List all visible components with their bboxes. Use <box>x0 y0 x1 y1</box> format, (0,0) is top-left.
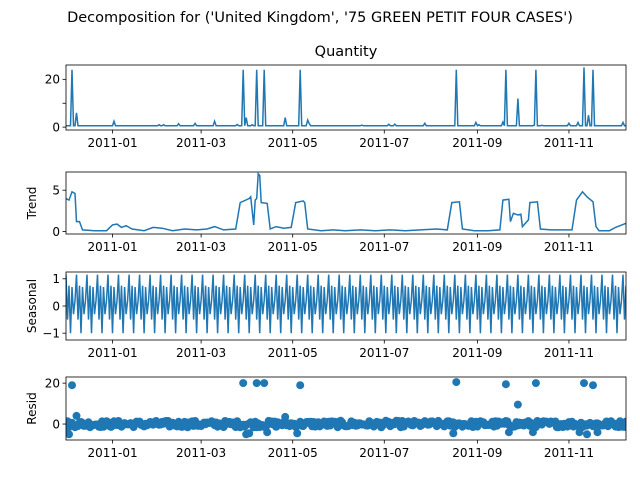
y-tick-label: 20 <box>45 376 60 390</box>
x-tick-label: 2011-01 <box>87 446 137 460</box>
y-tick-label: 0 <box>52 225 60 239</box>
panel-seasonal: −1 0 1 Seasonal 2011-01 2011-03 2011-05 2011-07… <box>25 271 627 360</box>
plot-area <box>66 378 626 439</box>
panel-title: Quantity <box>315 44 378 60</box>
x-tick-label: 2011-07 <box>359 346 409 360</box>
resid-point <box>622 417 626 426</box>
x-tick-label: 2011-07 <box>359 136 409 150</box>
resid-point <box>449 429 458 438</box>
x-tick-label: 2011-03 <box>176 136 226 150</box>
y-tick-label: 0 <box>52 299 60 313</box>
x-tick-label: 2011-11 <box>544 346 594 360</box>
x-tick-label: 2011-11 <box>544 446 594 460</box>
resid-point <box>589 381 597 390</box>
plot-area <box>66 67 626 127</box>
x-tick-label: 2011-01 <box>87 346 137 360</box>
x-tick-label: 2011-03 <box>176 240 226 254</box>
resid-point <box>263 428 272 437</box>
resid-point <box>66 430 73 439</box>
x-tick-label: 2011-05 <box>268 446 318 460</box>
x-tick-label: 2011-09 <box>452 240 502 254</box>
x-tick-label: 2011-07 <box>359 446 409 460</box>
x-tick-label: 2011-03 <box>176 346 226 360</box>
axes-frame <box>65 64 627 131</box>
x-tick-label: 2011-05 <box>268 240 318 254</box>
y-tick-label: 0 <box>52 120 60 134</box>
x-tick-label: 2011-01 <box>87 240 137 254</box>
y-axis-label: Resid <box>25 392 39 424</box>
x-tick-label: 2011-07 <box>359 240 409 254</box>
resid-point <box>260 379 269 388</box>
panel-resid: 0 20 Resid 2011-01 2011-03 2011-05 2011-07 2011… <box>25 376 627 460</box>
resid-point <box>513 400 522 409</box>
resid-point <box>580 379 588 388</box>
resid-point <box>68 381 76 390</box>
figure-suptitle: Decomposition for ('United Kingdom', '75… <box>67 10 573 26</box>
resid-point <box>528 428 537 437</box>
y-tick-label: 1 <box>52 272 60 286</box>
resid-point <box>72 411 81 420</box>
resid-point <box>583 430 591 439</box>
panel-trend: 0 5 Trend 2011-01 2011-03 2011-05 2011-07 2011-… <box>25 171 627 254</box>
resid-point <box>501 380 510 389</box>
x-tick-label: 2011-11 <box>544 240 594 254</box>
resid-point <box>296 381 305 390</box>
panel-observed: Quantity 0 20 2011-01 2011-03 2011-05 2011-07 2… <box>45 44 627 150</box>
plot-area <box>66 172 626 232</box>
axes-frame <box>65 376 627 441</box>
axes-frame <box>65 171 627 235</box>
resid-point <box>281 412 290 421</box>
x-tick-label: 2011-05 <box>268 136 318 150</box>
y-tick-label: −1 <box>42 327 60 341</box>
x-tick-label: 2011-09 <box>452 346 502 360</box>
resid-point <box>593 428 602 437</box>
resid-point <box>575 428 584 437</box>
plot-area <box>66 274 626 334</box>
y-axis-label: Trend <box>25 187 39 221</box>
y-tick-label: 0 <box>52 417 60 431</box>
resid-point <box>504 428 513 437</box>
x-tick-label: 2011-09 <box>452 446 502 460</box>
panels-group: Quantity 0 20 2011-01 2011-03 2011-05 2011-07 2… <box>25 44 627 460</box>
resid-point <box>252 379 261 388</box>
y-tick-label: 5 <box>52 183 60 197</box>
series-line-quantity <box>66 67 626 127</box>
resid-point <box>531 379 540 388</box>
series-line-trend <box>66 172 626 232</box>
resid-point <box>293 429 302 438</box>
x-tick-label: 2011-11 <box>544 136 594 150</box>
y-axis-label: Seasonal <box>25 279 39 333</box>
x-tick-label: 2011-09 <box>452 136 502 150</box>
resid-point <box>452 378 461 387</box>
series-line-seasonal <box>66 274 626 334</box>
y-tick-label: 20 <box>45 73 60 87</box>
x-tick-label: 2011-05 <box>268 346 318 360</box>
resid-point <box>245 429 254 438</box>
resid-point <box>239 379 248 388</box>
x-tick-label: 2011-01 <box>87 136 137 150</box>
x-tick-label: 2011-03 <box>176 446 226 460</box>
